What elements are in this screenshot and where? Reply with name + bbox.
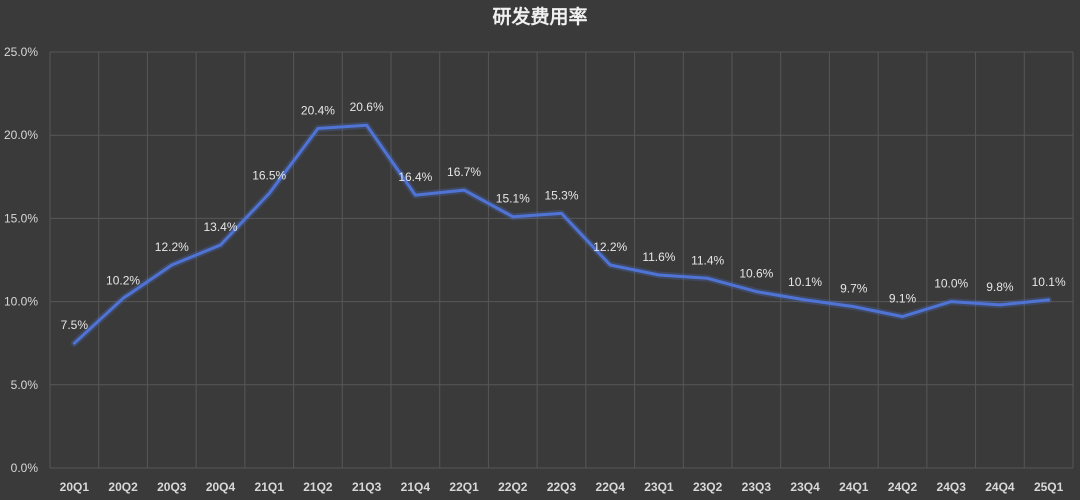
x-tick-label: 23Q1 (644, 480, 674, 494)
grid (49, 51, 1074, 469)
data-label: 16.4% (398, 170, 432, 184)
data-label: 13.4% (203, 220, 237, 234)
data-label: 10.0% (934, 277, 968, 291)
x-tick-label: 23Q3 (742, 480, 772, 494)
x-tick-label: 22Q4 (596, 480, 626, 494)
data-label: 9.7% (840, 282, 868, 296)
x-tick-label: 21Q2 (303, 480, 333, 494)
x-tick-label: 20Q4 (206, 480, 236, 494)
data-label: 10.1% (1032, 275, 1066, 289)
x-tick-label: 22Q1 (449, 480, 479, 494)
data-label: 10.6% (739, 267, 773, 281)
x-tick-label: 20Q1 (60, 480, 90, 494)
data-label: 10.2% (106, 273, 140, 287)
y-tick-label: 15.0% (4, 211, 38, 225)
y-axis-ticks: 0.0% 5.0% 10.0% 15.0% 20.0% 25.0% (4, 45, 38, 475)
chart-title: 研发费用率 (492, 5, 587, 28)
data-label: 20.6% (350, 100, 384, 114)
y-tick-label: 5.0% (11, 378, 39, 392)
x-tick-label: 22Q3 (547, 480, 577, 494)
x-tick-label: 20Q3 (157, 480, 187, 494)
series-line-layer (70, 121, 1053, 347)
y-tick-label: 25.0% (4, 45, 38, 59)
y-tick-label: 10.0% (4, 295, 38, 309)
data-label: 10.1% (788, 275, 822, 289)
y-tick-label: 0.0% (11, 461, 39, 475)
data-labels: 7.5% 10.2% 12.2% 13.4% 16.5% 20.4% 20.6% 16.4% 1… (61, 100, 1066, 332)
data-label: 15.3% (544, 188, 578, 202)
data-label: 11.6% (642, 250, 675, 264)
data-label: 12.2% (155, 240, 189, 254)
y-tick-label: 20.0% (4, 128, 38, 142)
x-tick-label: 23Q4 (790, 480, 820, 494)
x-tick-label: 23Q2 (693, 480, 723, 494)
x-tick-label: 24Q1 (839, 480, 869, 494)
x-tick-label: 20Q2 (108, 480, 138, 494)
x-tick-label: 24Q4 (985, 480, 1015, 494)
x-tick-label: 21Q3 (352, 480, 382, 494)
x-tick-label: 25Q1 (1034, 480, 1064, 494)
x-tick-label: 24Q2 (888, 480, 918, 494)
x-axis-ticks: 20Q1 20Q2 20Q3 20Q4 21Q1 21Q2 21Q3 21Q4 22Q1 22Q2… (60, 480, 1064, 494)
x-tick-label: 21Q1 (255, 480, 285, 494)
data-label: 15.1% (496, 192, 530, 206)
data-label: 7.5% (61, 318, 89, 332)
x-tick-label: 22Q2 (498, 480, 528, 494)
data-label: 9.8% (986, 280, 1014, 294)
data-label: 20.4% (301, 104, 335, 118)
series-line (72, 123, 1051, 345)
series-line-glow (70, 121, 1053, 347)
data-label: 9.1% (889, 292, 917, 306)
data-label: 16.7% (447, 165, 481, 179)
x-tick-label: 24Q3 (937, 480, 967, 494)
data-label: 12.2% (593, 240, 627, 254)
data-label: 11.4% (691, 253, 724, 267)
data-label: 16.5% (252, 168, 286, 182)
x-tick-label: 21Q4 (401, 480, 431, 494)
